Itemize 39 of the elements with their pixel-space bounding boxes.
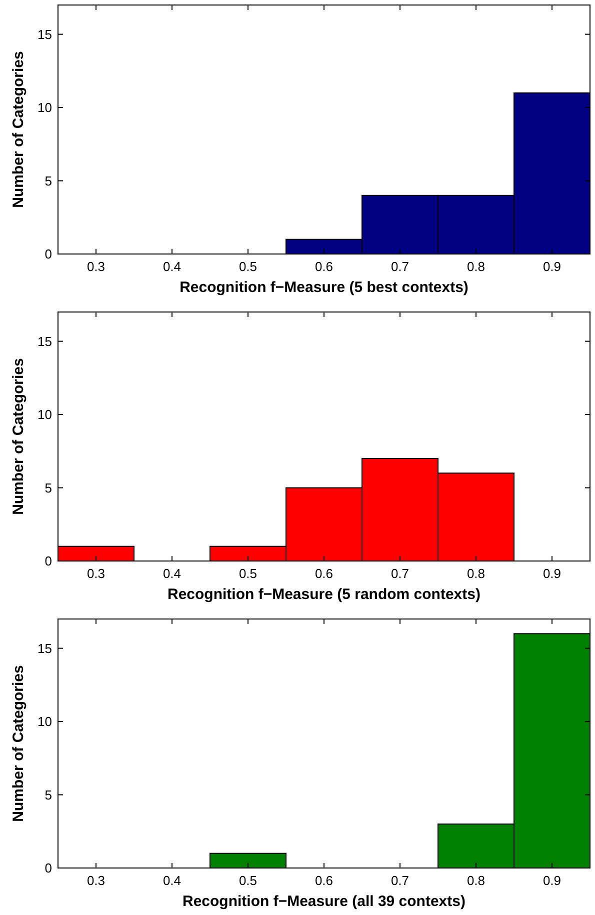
- x-tick-label: 0.4: [162, 566, 182, 581]
- y-tick-label: 15: [38, 26, 52, 42]
- x-tick-label: 0.3: [86, 566, 106, 581]
- y-tick-label: 10: [38, 100, 52, 116]
- x-tick-label: 0.9: [542, 873, 562, 888]
- y-tick-label: 5: [44, 480, 52, 496]
- y-axis-title: Number of Categories: [10, 358, 27, 515]
- y-tick-label: 5: [44, 173, 52, 188]
- y-tick-label: 15: [38, 334, 52, 349]
- x-tick-label: 0.3: [86, 873, 106, 888]
- y-tick-label: 0: [44, 860, 52, 876]
- y-tick-label: 15: [38, 640, 52, 656]
- x-tick-label: 0.4: [162, 259, 182, 274]
- y-tick-label: 0: [44, 554, 52, 568]
- y-tick-label: 10: [38, 407, 52, 422]
- y-tick-label: 10: [38, 714, 52, 730]
- x-tick-label: 0.5: [238, 566, 258, 581]
- x-tick-label: 0.7: [390, 873, 410, 888]
- x-tick-label: 0.9: [542, 566, 562, 581]
- x-tick-label: 0.9: [542, 259, 562, 274]
- x-tick-label: 0.3: [86, 259, 106, 274]
- y-tick-label: 5: [44, 787, 52, 802]
- x-tick-label: 0.6: [314, 566, 334, 581]
- y-axis-title: Number of Categories: [10, 51, 27, 208]
- x-tick-label: 0.8: [466, 566, 486, 581]
- y-axis-title: Number of Categories: [10, 665, 27, 822]
- y-tick-label: 0: [44, 246, 52, 262]
- x-tick-label: 0.5: [238, 873, 258, 888]
- x-tick-label: 0.8: [466, 873, 486, 888]
- x-tick-label: 0.7: [390, 566, 410, 581]
- x-tick-label: 0.4: [162, 873, 182, 888]
- x-tick-label: 0.7: [390, 259, 410, 274]
- x-tick-label: 0.8: [466, 259, 486, 274]
- x-tick-label: 0.5: [238, 259, 258, 274]
- x-axis-title: Recognition f−Measure (5 random contexts): [168, 586, 480, 603]
- x-tick-label: 0.6: [314, 259, 334, 274]
- x-axis-title: Recognition f−Measure (all 39 contexts): [182, 893, 466, 910]
- x-tick-label: 0.6: [314, 873, 334, 888]
- x-axis-title: Recognition f−Measure (5 best contexts): [180, 279, 468, 296]
